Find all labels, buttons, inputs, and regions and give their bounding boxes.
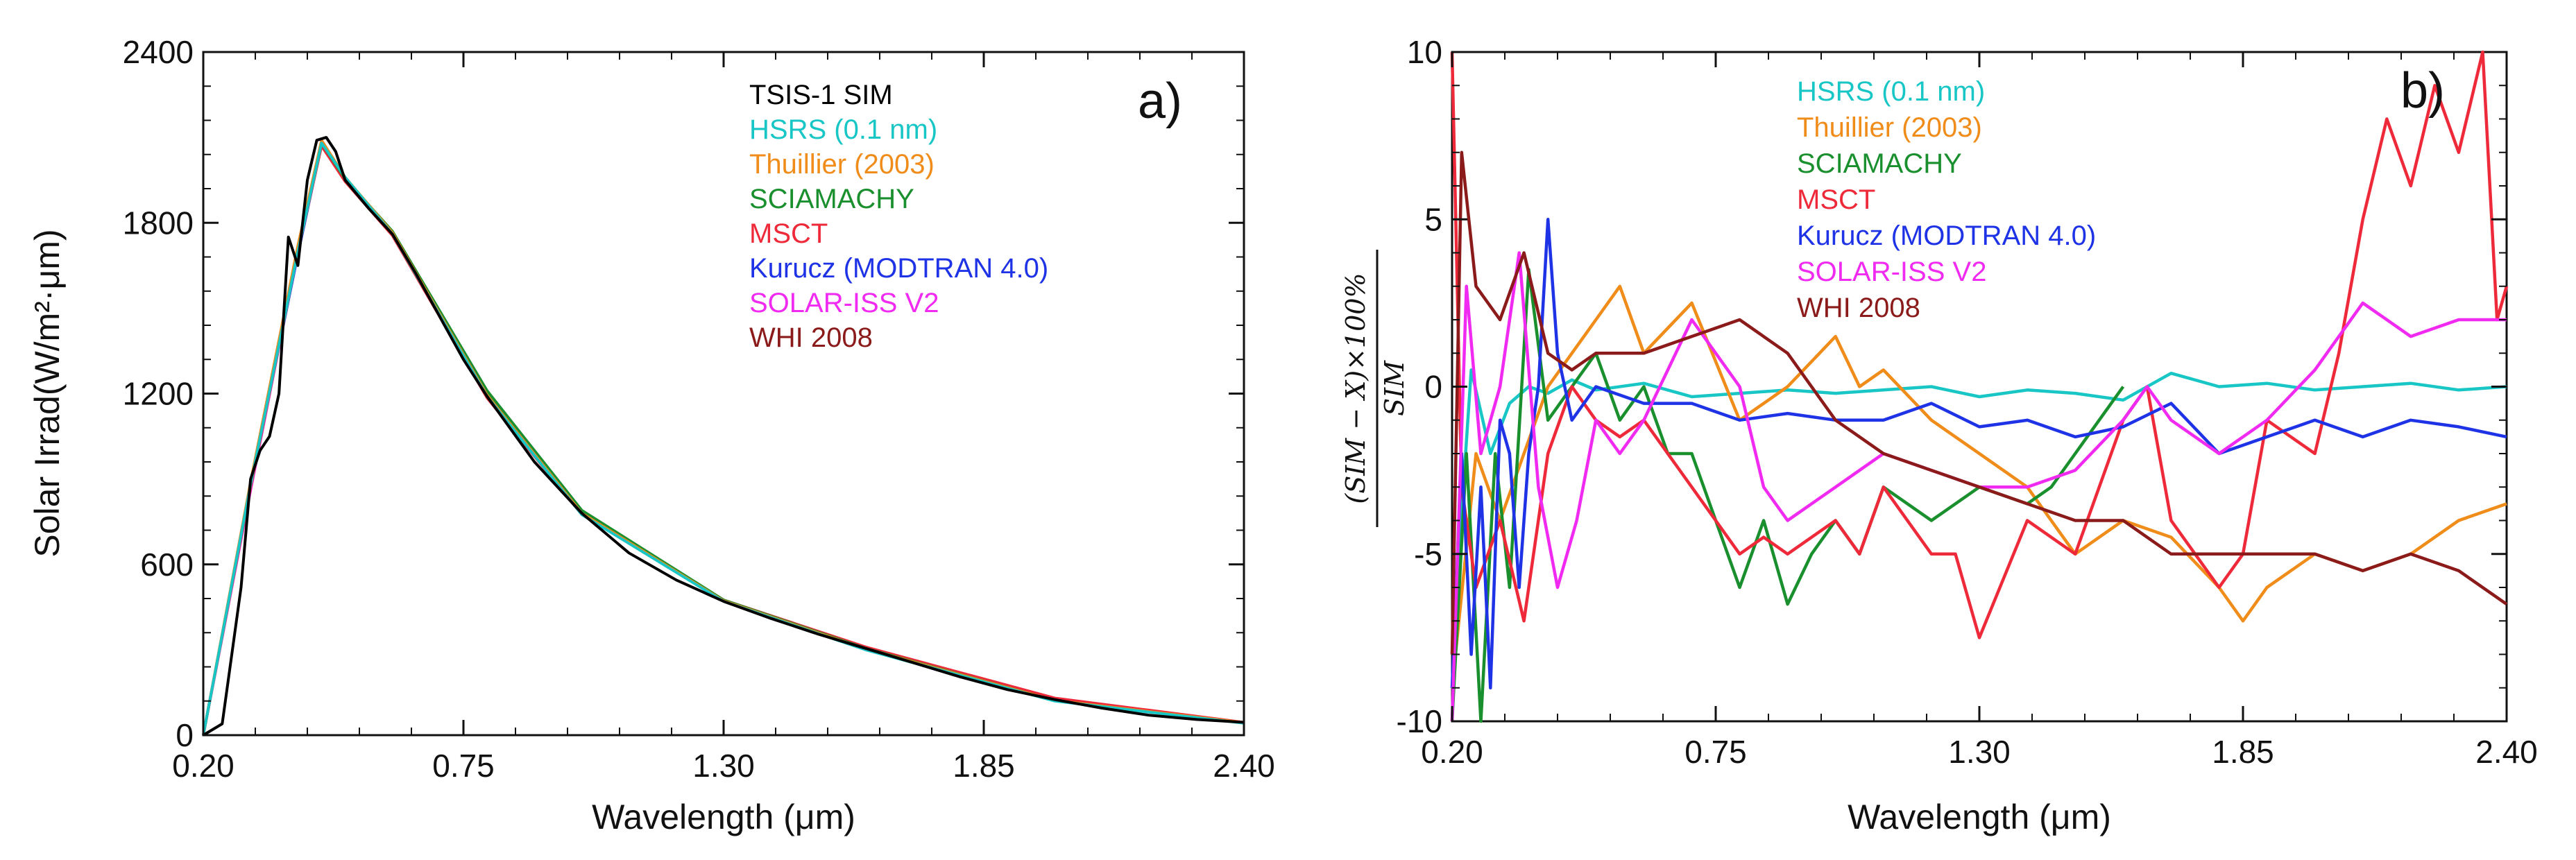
panel-a-x-axis-label: Wavelength (μm) — [592, 798, 855, 836]
y-tick-label: 5 — [1424, 201, 1442, 237]
series-line-thuillier-2003- — [1450, 284, 2507, 689]
x-tick-label: 1.85 — [2212, 734, 2274, 770]
x-tick-label: 1.30 — [692, 748, 755, 784]
panel-b-x-axis-label: Wavelength (μm) — [1848, 798, 2111, 836]
legend-entry: HSRS (0.1 nm) — [749, 114, 937, 145]
legend-entry: MSCT — [1797, 184, 1875, 215]
legend-entry: SCIAMACHY — [749, 184, 914, 214]
series-line-solar-iss-v2 — [202, 141, 1245, 736]
legend-entry: SOLAR-ISS V2 — [1797, 257, 1986, 287]
x-tick-label: 1.85 — [953, 748, 1015, 784]
panel-a-legend: TSIS-1 SIM HSRS (0.1 nm) Thuillier (2003) S… — [749, 80, 1048, 353]
legend-entry: HSRS (0.1 nm) — [1797, 76, 1985, 107]
series-line-solar-iss-v2 — [1450, 251, 2507, 722]
series-line-hsrs-0-1-nm- — [1450, 368, 2507, 655]
panel-a-label: a) — [1138, 74, 1182, 129]
x-tick-label: 1.30 — [1948, 734, 2011, 770]
legend-entry: Kurucz (MODTRAN 4.0) — [749, 253, 1048, 284]
panel-b-y-label-numerator: (SIM − X)×100% — [1340, 273, 1371, 504]
series-line-hsrs-0-1-nm- — [202, 141, 1245, 736]
series-line-tsis-1-sim — [202, 136, 1245, 737]
y-tick-label: 600 — [140, 547, 194, 583]
y-tick-label: 0 — [1424, 369, 1442, 405]
y-tick-label: 1200 — [123, 376, 194, 412]
legend-entry: WHI 2008 — [1797, 293, 1920, 323]
panel-b-chart: 0.20 0.75 1.30 1.85 2.40 -10 -5 0 5 10 HSRS (0.1 … — [1340, 34, 2538, 836]
legend-entry: SOLAR-ISS V2 — [749, 288, 939, 318]
panel-a-plot-frame — [202, 51, 1245, 737]
x-tick-label: 2.40 — [2475, 734, 2538, 770]
x-tick-label: 0.75 — [432, 748, 495, 784]
x-tick-label: 0.20 — [1421, 734, 1483, 770]
legend-entry: Kurucz (MODTRAN 4.0) — [1797, 221, 2096, 251]
y-tick-label: -5 — [1414, 536, 1442, 572]
series-line-whi-2008 — [1450, 150, 2508, 655]
series-line-whi-2008 — [202, 140, 1245, 736]
y-tick-label: 2400 — [123, 34, 194, 70]
panel-a-y-axis-label: Solar Irrad(W/m²·μm) — [28, 229, 67, 557]
legend-entry: MSCT — [749, 218, 828, 249]
panel-a-series-lines — [202, 136, 1245, 737]
series-line-sciamachy — [1450, 268, 2125, 723]
series-line-thuillier-2003- — [202, 139, 1245, 736]
y-tick-label: 1800 — [123, 205, 194, 241]
series-line-msct — [1450, 50, 2509, 639]
x-tick-label: 2.40 — [1213, 748, 1275, 784]
legend-entry: Thuillier (2003) — [749, 149, 935, 180]
y-tick-label: 10 — [1407, 34, 1442, 70]
panel-b-label: b) — [2400, 63, 2445, 119]
panel-a-ticks: 0.20 0.75 1.30 1.85 2.40 0 600 1200 1800 2400 — [123, 34, 1275, 784]
x-tick-label: 0.75 — [1684, 734, 1747, 770]
panel-b-series-lines — [1450, 50, 2509, 723]
series-line-sciamachy — [202, 141, 1245, 736]
legend-entry: TSIS-1 SIM — [749, 80, 893, 110]
panel-a-chart: 0.20 0.75 1.30 1.85 2.40 0 600 1200 1800 2400 TSI… — [28, 34, 1275, 836]
panel-b-y-label-denominator: SIM — [1379, 360, 1410, 416]
series-line-kurucz-modtran-4-0- — [202, 143, 1245, 736]
series-line-msct — [202, 144, 1245, 736]
panel-b-y-axis-label: (SIM − X)×100% SIM — [1340, 250, 1410, 527]
legend-entry: SCIAMACHY — [1797, 148, 1962, 179]
legend-entry: WHI 2008 — [749, 322, 873, 353]
panel-b-ticks: 0.20 0.75 1.30 1.85 2.40 -10 -5 0 5 10 — [1397, 34, 2538, 770]
x-tick-label: 0.20 — [172, 748, 234, 784]
legend-entry: Thuillier (2003) — [1797, 112, 1982, 143]
series-line-kurucz-modtran-4-0- — [1450, 218, 2507, 690]
y-tick-label: 0 — [176, 717, 194, 753]
y-tick-label: -10 — [1397, 703, 1442, 739]
panel-b-legend: HSRS (0.1 nm) Thuillier (2003) SCIAMACHY MS… — [1797, 76, 2096, 323]
